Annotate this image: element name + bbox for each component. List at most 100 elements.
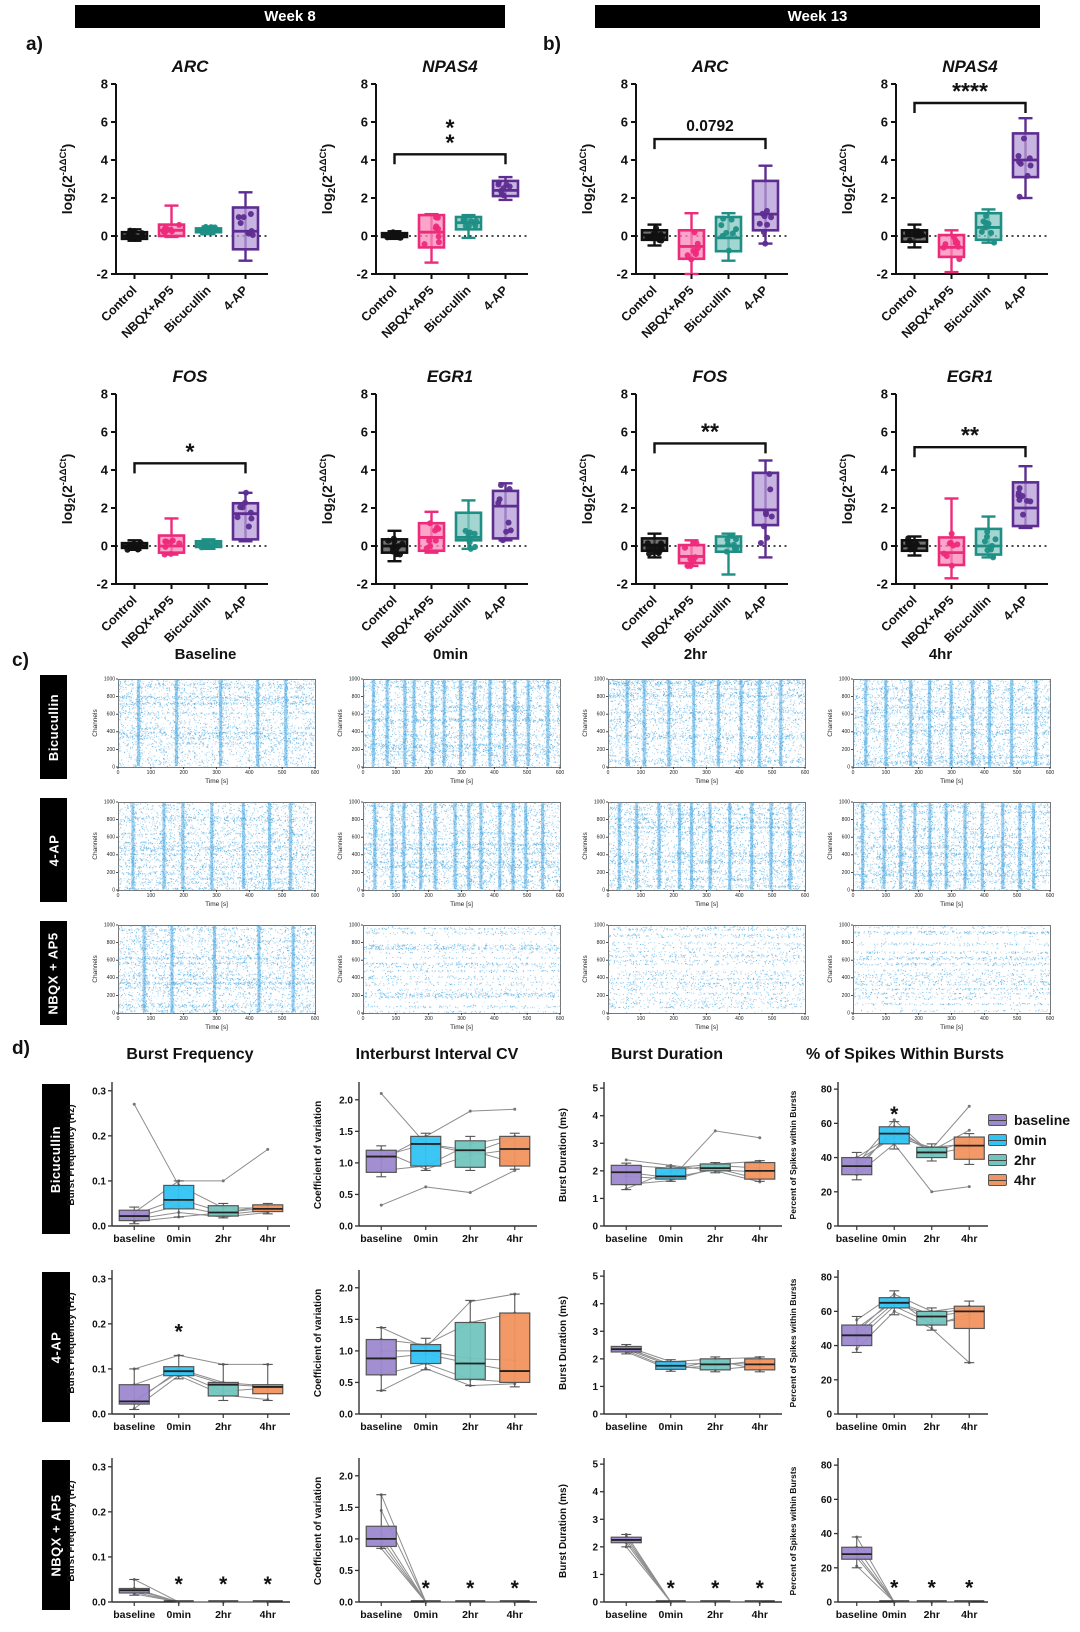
svg-text:*: * <box>890 1103 899 1126</box>
svg-text:2: 2 <box>621 501 628 516</box>
svg-text:baseline: baseline <box>360 1609 402 1621</box>
raster-canvas <box>823 919 1058 1037</box>
svg-text:log2(2-ΔΔCt): log2(2-ΔΔCt) <box>318 144 338 215</box>
svg-text:*: * <box>756 1577 765 1600</box>
svg-text:4hr: 4hr <box>507 1421 523 1433</box>
svg-text:0min: 0min <box>413 1609 438 1621</box>
svg-text:0.0: 0.0 <box>339 1410 353 1421</box>
timepoint-legend: baseline 0min 2hr 4hr <box>988 1112 1071 1188</box>
svg-text:4hr: 4hr <box>752 1233 768 1245</box>
legend-label: baseline <box>1014 1112 1071 1128</box>
svg-text:0.0: 0.0 <box>92 1410 106 1421</box>
raster-col-header-Baseline: Baseline <box>174 646 237 663</box>
svg-text:2: 2 <box>881 501 888 516</box>
burst-svg: 0 20 40 60 80 Percent of Spikes within Bursts… <box>788 1270 988 1433</box>
svg-text:ARC: ARC <box>171 57 210 76</box>
svg-text:*: * <box>511 1577 520 1600</box>
svg-text:log2(2-ΔΔCt): log2(2-ΔΔCt) <box>838 454 858 525</box>
svg-text:0min: 0min <box>882 1609 907 1621</box>
svg-text:baseline: baseline <box>605 1609 647 1621</box>
svg-text:2: 2 <box>361 501 368 516</box>
svg-text:40: 40 <box>821 1153 833 1164</box>
svg-text:80: 80 <box>821 1273 833 1284</box>
burst-plot-r2c3: 0 20 40 60 80 Percent of Spikes within Bursts… <box>780 1448 1030 1632</box>
raster-cell-r1c3 <box>823 796 1058 914</box>
svg-text:4hr: 4hr <box>752 1609 768 1621</box>
svg-text:*: * <box>466 1577 475 1600</box>
svg-text:log2(2-ΔΔCt): log2(2-ΔΔCt) <box>838 144 858 215</box>
svg-text:5: 5 <box>592 1084 598 1095</box>
svg-text:4-AP: 4-AP <box>1001 283 1031 313</box>
svg-text:2: 2 <box>101 501 108 516</box>
svg-text:2hr: 2hr <box>707 1233 723 1245</box>
svg-text:0: 0 <box>101 229 108 244</box>
svg-text:5: 5 <box>592 1460 598 1471</box>
svg-text:4hr: 4hr <box>260 1233 276 1245</box>
svg-text:4: 4 <box>592 1487 598 1498</box>
legend-item-4hr: 4hr <box>988 1172 1070 1188</box>
week8-header-bar: Week 8 <box>75 5 505 28</box>
svg-text:0.1: 0.1 <box>92 1552 106 1563</box>
svg-text:1.5: 1.5 <box>339 1503 353 1514</box>
svg-text:1.5: 1.5 <box>339 1315 353 1326</box>
svg-text:*: * <box>446 129 455 155</box>
svg-text:2hr: 2hr <box>215 1609 231 1621</box>
svg-text:0min: 0min <box>882 1233 907 1245</box>
burst-plot-r2c2: 0 1 2 3 4 5 Burst Duration (ms) * * * baseline 0min… <box>550 1448 800 1632</box>
burst-plot-r0c1: 0.0 0.5 1.0 1.5 2.0 Coefficient of variation b… <box>305 1072 555 1260</box>
svg-text:FOS: FOS <box>173 367 209 386</box>
burst-plot-r0c0: 0.0 0.1 0.2 0.3 Burst Frequency (Hz) baseline… <box>58 1072 308 1260</box>
svg-text:2hr: 2hr <box>924 1421 940 1433</box>
svg-text:0.2: 0.2 <box>92 1507 106 1518</box>
svg-text:**: ** <box>961 422 979 448</box>
panel-a-label: a) <box>26 34 43 55</box>
burst-svg: 0.0 0.1 0.2 0.3 Burst Frequency (Hz) baseline… <box>66 1082 290 1245</box>
svg-text:2hr: 2hr <box>924 1233 940 1245</box>
svg-text:2.0: 2.0 <box>339 1283 353 1294</box>
legend-label: 4hr <box>1014 1172 1036 1188</box>
svg-text:2hr: 2hr <box>462 1421 478 1433</box>
svg-text:4hr: 4hr <box>260 1421 276 1433</box>
svg-text:2hr: 2hr <box>707 1609 723 1621</box>
svg-text:0: 0 <box>881 539 888 554</box>
svg-text:baseline: baseline <box>113 1609 155 1621</box>
svg-text:4hr: 4hr <box>507 1609 523 1621</box>
svg-text:1: 1 <box>592 1382 598 1393</box>
svg-text:1: 1 <box>592 1194 598 1205</box>
svg-text:baseline: baseline <box>113 1233 155 1245</box>
raster-col-header-0min: 0min <box>432 646 468 663</box>
svg-text:8: 8 <box>361 387 368 402</box>
svg-text:60: 60 <box>821 1495 833 1506</box>
svg-text:2hr: 2hr <box>707 1421 723 1433</box>
svg-text:8: 8 <box>881 77 888 92</box>
legend-item-2hr: 2hr <box>988 1152 1070 1168</box>
raster-cell-r0c0 <box>88 673 323 791</box>
burst-plot-r1c2: 0 1 2 3 4 5 Burst Duration (ms) baseline 0min 2hr… <box>550 1260 800 1448</box>
qpcr-plot-a-ARC: ARC log2(2-ΔΔCt) -2 0 2 4 6 8 Control NBQX+AP5 Bic… <box>52 48 287 353</box>
svg-text:3: 3 <box>592 1327 598 1338</box>
svg-text:1: 1 <box>592 1570 598 1581</box>
raster-canvas <box>578 919 813 1037</box>
svg-text:0min: 0min <box>413 1421 438 1433</box>
svg-text:log2(2-ΔΔCt): log2(2-ΔΔCt) <box>58 144 78 215</box>
svg-text:*: * <box>890 1577 899 1600</box>
legend-swatch-icon <box>988 1114 1007 1126</box>
svg-text:2: 2 <box>621 191 628 206</box>
svg-text:4-AP: 4-AP <box>481 283 511 313</box>
svg-text:4-AP: 4-AP <box>741 283 771 313</box>
burst-svg: 0 20 40 60 80 Percent of Spikes within Bursts… <box>788 1082 988 1245</box>
svg-text:Coefficient of variation: Coefficient of variation <box>313 1289 324 1397</box>
svg-text:Coefficient of variation: Coefficient of variation <box>313 1477 324 1585</box>
svg-text:4hr: 4hr <box>260 1609 276 1621</box>
svg-text:0: 0 <box>881 229 888 244</box>
svg-text:****: **** <box>952 78 988 104</box>
raster-cell-r2c3 <box>823 919 1058 1037</box>
svg-text:0.0: 0.0 <box>339 1598 353 1609</box>
burst-svg: 0 1 2 3 4 5 Burst Duration (ms) baseline 0min 2hr… <box>558 1270 782 1433</box>
legend-item-0min: 0min <box>988 1132 1070 1148</box>
svg-text:0.0792: 0.0792 <box>686 118 733 135</box>
qpcr-plot-a-EGR1: EGR1 log2(2-ΔΔCt) -2 0 2 4 6 8 Control NBQX+AP5 Bi… <box>312 358 547 663</box>
qpcr-svg-a-NPAS4: NPAS4log2(2-ΔΔCt)-202468ControlNBQX+AP5B… <box>318 57 528 341</box>
svg-text:*: * <box>711 1577 720 1600</box>
qpcr-plot-b-ARC: ARC log2(2-ΔΔCt) -2 0 2 4 6 8 Control NBQX+AP5 Bic… <box>572 48 807 353</box>
